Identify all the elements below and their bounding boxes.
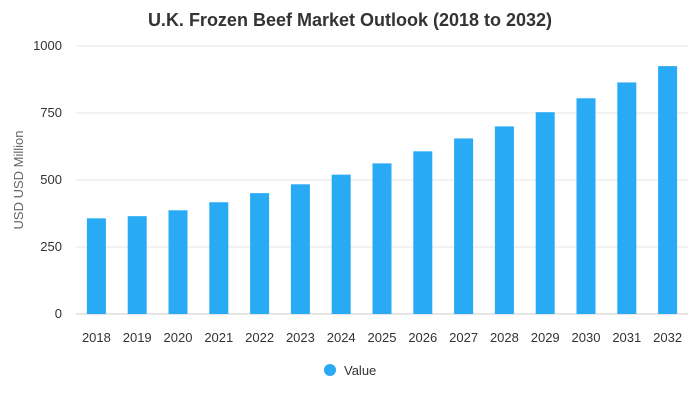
y-axis-label: USD USD Million: [11, 131, 26, 230]
bar-2023[interactable]: [290, 184, 310, 314]
x-tick-label: 2022: [245, 330, 274, 345]
x-tick-label: 2027: [449, 330, 478, 345]
bar-2019[interactable]: [127, 216, 147, 314]
bar-2020[interactable]: [168, 210, 188, 314]
x-tick-label: 2018: [82, 330, 111, 345]
x-tick-label: 2028: [490, 330, 519, 345]
bar-2025[interactable]: [372, 163, 392, 314]
bar-2018[interactable]: [86, 218, 106, 314]
bar-2022[interactable]: [250, 193, 270, 314]
y-tick-label: 250: [40, 239, 62, 254]
legend[interactable]: Value: [324, 363, 376, 378]
legend-label-value: Value: [344, 363, 376, 378]
bar-2021[interactable]: [209, 202, 229, 314]
x-tick-label: 2019: [123, 330, 152, 345]
bar-2026[interactable]: [413, 151, 433, 314]
x-tick-label: 2030: [572, 330, 601, 345]
x-tick-label: 2021: [204, 330, 233, 345]
legend-swatch-value: [324, 364, 336, 376]
chart-title: U.K. Frozen Beef Market Outlook (2018 to…: [148, 10, 552, 30]
x-tick-label: 2024: [327, 330, 356, 345]
x-tick-label: 2032: [653, 330, 682, 345]
y-tick-label: 750: [40, 105, 62, 120]
bar-2030[interactable]: [576, 98, 596, 314]
y-tick-label: 0: [55, 306, 62, 321]
x-tick-label: 2020: [164, 330, 193, 345]
x-tick-label: 2025: [368, 330, 397, 345]
x-tick-label: 2031: [612, 330, 641, 345]
bar-2029[interactable]: [535, 112, 555, 314]
bar-2031[interactable]: [617, 82, 637, 314]
x-tick-label: 2029: [531, 330, 560, 345]
bars: [86, 66, 678, 315]
bar-2027[interactable]: [454, 138, 474, 314]
bar-2024[interactable]: [331, 174, 351, 314]
x-tick-label: 2026: [408, 330, 437, 345]
x-axis-ticks: 2018 2019 2020 2021 2022 2023 2024 2025 2026 2027…: [82, 330, 682, 345]
y-axis-ticks: 0 250 500 750 1000: [33, 38, 62, 321]
y-tick-label: 500: [40, 172, 62, 187]
x-tick-label: 2023: [286, 330, 315, 345]
bar-2032[interactable]: [658, 66, 678, 314]
y-tick-label: 1000: [33, 38, 62, 53]
bar-2028[interactable]: [494, 126, 514, 315]
